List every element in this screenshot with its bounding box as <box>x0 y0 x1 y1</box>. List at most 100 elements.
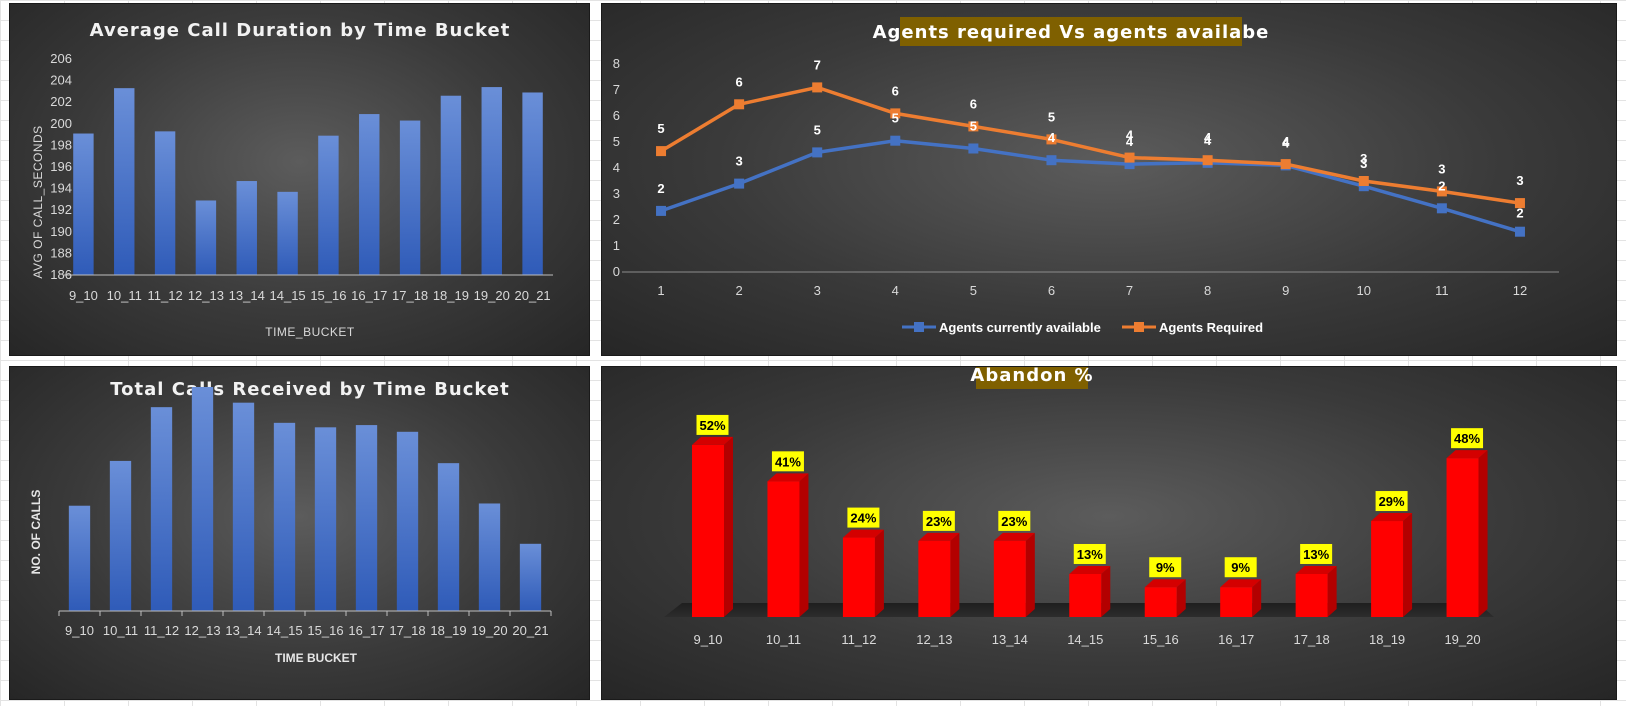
data-point[interactable] <box>1046 155 1057 166</box>
bar-19_20[interactable] <box>481 87 502 275</box>
bar-12_13[interactable] <box>191 387 214 611</box>
x-tick-label: 1 <box>657 283 664 298</box>
data-point[interactable] <box>656 205 667 216</box>
bar-12_13[interactable] <box>195 200 217 275</box>
data-point[interactable] <box>1046 134 1057 145</box>
bar-side <box>799 473 809 617</box>
bar-side <box>1327 565 1337 617</box>
data-point[interactable] <box>1514 198 1525 209</box>
data-label: 2 <box>1438 178 1445 193</box>
bar-11_12[interactable]: 24% <box>842 507 884 617</box>
total-calls-chart[interactable]: Total Calls Received by Time Bucket 9_10… <box>9 366 590 700</box>
data-point[interactable] <box>1202 155 1213 166</box>
y-tick-label: 6 <box>613 108 620 123</box>
data-point[interactable] <box>968 121 979 132</box>
data-point[interactable] <box>656 146 667 157</box>
x-tick-label: 18_19 <box>430 623 466 638</box>
bar-16_17[interactable] <box>355 425 378 611</box>
bar-front <box>1069 573 1102 617</box>
bar-front <box>767 481 800 617</box>
bar-10_11[interactable] <box>114 88 135 275</box>
x-tick-label: 17_18 <box>392 288 428 303</box>
bar-20_21[interactable] <box>519 543 542 611</box>
bar-14_15[interactable] <box>277 191 298 275</box>
bar-9_10[interactable] <box>68 505 91 611</box>
series-line-1[interactable] <box>660 85 1521 205</box>
bar-15_16[interactable] <box>318 135 339 275</box>
bar-13_14[interactable]: 23% <box>993 510 1035 617</box>
data-point[interactable] <box>734 99 745 110</box>
bar-19_20[interactable] <box>478 503 501 611</box>
data-point[interactable] <box>1124 159 1135 170</box>
data-point[interactable] <box>1436 186 1447 197</box>
bar-17_18[interactable] <box>396 431 419 611</box>
bar-14_15[interactable]: 13% <box>1069 543 1111 617</box>
x-tick-label: 16_17 <box>1218 632 1254 647</box>
bar-9_10[interactable] <box>73 133 94 275</box>
bar-19_20[interactable]: 48% <box>1446 428 1488 617</box>
bar-front <box>1371 521 1404 617</box>
bar-16_17[interactable] <box>359 114 380 275</box>
bar-20_21[interactable] <box>522 92 543 275</box>
data-label: 6 <box>736 74 743 89</box>
bar-top <box>1069 565 1111 574</box>
bar-18_19[interactable]: 29% <box>1371 491 1413 617</box>
bar-9_10[interactable]: 52% <box>692 414 733 617</box>
data-point[interactable] <box>968 143 979 154</box>
data-point[interactable] <box>1358 181 1369 192</box>
series-line-0[interactable] <box>660 138 1521 234</box>
data-label: 6 <box>970 96 977 111</box>
bar-side <box>1025 532 1035 617</box>
data-label: 3 <box>736 154 743 169</box>
x-tick-label: 12_13 <box>188 288 224 303</box>
data-point[interactable] <box>812 82 823 93</box>
x-tick-label: 13_14 <box>225 623 261 638</box>
x-axis-title: TIME_BUCKET <box>265 325 355 339</box>
bar-13_14[interactable] <box>236 181 257 275</box>
bar-front <box>1446 458 1479 617</box>
data-point[interactable] <box>1358 176 1369 186</box>
data-point[interactable] <box>890 108 901 119</box>
bar-front <box>1220 587 1253 617</box>
data-point[interactable] <box>1280 159 1291 170</box>
bar-17_18[interactable] <box>399 120 421 275</box>
chart-title: Average Call Duration by Time Bucket <box>90 20 511 41</box>
data-point[interactable] <box>1436 203 1447 214</box>
data-label: 2 <box>657 181 664 196</box>
data-label: 52% <box>699 418 725 433</box>
bar-15_16[interactable]: 9% <box>1144 557 1186 617</box>
bar-side <box>1478 450 1488 617</box>
bar-13_14[interactable] <box>232 402 255 611</box>
data-point[interactable] <box>1514 226 1525 237</box>
data-label-box <box>771 451 804 472</box>
bar-10_11[interactable]: 41% <box>767 451 809 617</box>
data-point[interactable] <box>812 147 823 158</box>
data-label-box <box>847 507 880 528</box>
data-point[interactable] <box>1124 152 1135 163</box>
bar-17_18[interactable]: 13% <box>1295 543 1337 617</box>
bar-15_16[interactable] <box>314 427 337 611</box>
y-tick-label: 196 <box>50 159 72 174</box>
data-point[interactable] <box>734 178 745 189</box>
bar-18_19[interactable] <box>437 463 460 611</box>
bar-18_19[interactable] <box>440 95 462 275</box>
x-tick-label: 17_18 <box>1294 632 1330 647</box>
data-label-box <box>998 510 1031 531</box>
bar-11_12[interactable] <box>150 407 173 611</box>
data-label: 7 <box>814 57 821 72</box>
chart-title: Total Calls Received by Time Bucket <box>110 379 509 400</box>
data-label: 9% <box>1231 560 1250 575</box>
data-point[interactable] <box>890 135 901 146</box>
bar-11_12[interactable] <box>154 131 176 275</box>
avg-duration-chart[interactable]: Average Call Duration by Time Bucket 186… <box>9 3 590 356</box>
bar-10_11[interactable] <box>109 460 132 611</box>
x-tick-label: 3 <box>814 283 821 298</box>
bar-14_15[interactable] <box>273 422 296 611</box>
bar-12_13[interactable]: 23% <box>918 510 960 617</box>
data-label: 6 <box>892 83 899 98</box>
abandon-chart[interactable]: Abandon % 52% 41% 24% 23% 23% 13% 9% 9% 13% 29% 48… <box>601 366 1617 700</box>
y-tick-label: 192 <box>50 202 72 217</box>
bar-16_17[interactable]: 9% <box>1220 557 1262 617</box>
x-tick-label: 12_13 <box>184 623 220 638</box>
